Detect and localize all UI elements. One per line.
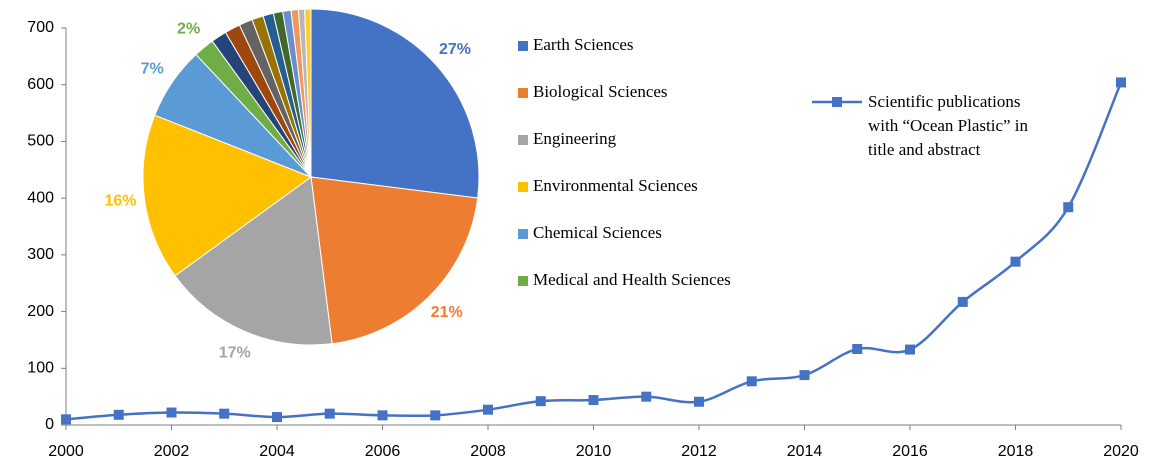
point-marker [852, 344, 863, 355]
legend-swatch [518, 135, 528, 145]
legend-label: Chemical Sciences [533, 223, 662, 242]
x-tick-label: 2002 [154, 443, 190, 460]
point-marker [1063, 202, 1074, 213]
y-tick-label: 700 [27, 19, 54, 36]
legend-swatch [518, 88, 528, 98]
point-marker [324, 408, 335, 419]
point-marker [1010, 256, 1021, 267]
pie-slice [304, 8, 312, 178]
x-tick-label: 2016 [892, 443, 928, 460]
slice-label: 17% [219, 344, 251, 361]
slice-label: 7% [141, 60, 164, 77]
point-marker [272, 412, 282, 423]
legend-label: Scientific publications with “Ocean Plas… [868, 92, 1029, 159]
slice-label: 16% [104, 192, 136, 209]
legend-label: Medical and Health Sciences [533, 270, 731, 289]
point-marker [166, 407, 177, 418]
pie-slice [174, 176, 333, 346]
x-tick-label: 2012 [681, 443, 717, 460]
point-marker [219, 408, 230, 419]
x-tick-label: 2008 [470, 443, 506, 460]
slice-label: 2% [177, 20, 200, 37]
legend-label: Engineering [533, 129, 617, 148]
y-tick-label: 200 [27, 303, 54, 320]
x-tick-label: 2018 [998, 443, 1034, 460]
y-tick-label: 0 [45, 416, 54, 433]
legend-swatch [518, 276, 528, 286]
y-tick-label: 300 [27, 246, 54, 263]
x-tick-label: 2000 [48, 443, 84, 460]
legend-swatch [518, 41, 528, 51]
legend-swatch [518, 229, 528, 239]
x-tick-label: 2014 [787, 443, 823, 460]
point-marker [113, 409, 124, 420]
y-tick-label: 400 [27, 189, 54, 206]
point-marker [588, 395, 599, 406]
point-marker [641, 391, 652, 402]
legend-label: Earth Sciences [533, 35, 634, 54]
legend-marker [832, 97, 842, 107]
x-tick-label: 2006 [365, 443, 401, 460]
x-tick-label: 2020 [1103, 443, 1139, 460]
y-tick-label: 100 [27, 360, 54, 377]
y-tick-label: 600 [27, 76, 54, 93]
point-marker [535, 396, 546, 407]
legend-label: Biological Sciences [533, 82, 668, 101]
point-marker [61, 414, 71, 425]
point-marker [483, 404, 493, 415]
point-marker [905, 344, 915, 355]
x-tick-label: 2010 [576, 443, 612, 460]
point-marker [694, 396, 704, 407]
slice-label: 21% [431, 304, 463, 321]
point-marker [1116, 77, 1126, 88]
point-marker [430, 410, 441, 421]
legend-label: Environmental Sciences [533, 176, 698, 195]
point-marker [746, 376, 757, 387]
x-tick-label: 2004 [259, 443, 295, 460]
pie-slice [310, 176, 479, 345]
point-marker [377, 410, 388, 421]
point-marker [799, 370, 810, 381]
legend-swatch [518, 182, 528, 192]
y-tick-label: 500 [27, 133, 54, 150]
pie-slice [310, 8, 480, 199]
pie-slice [142, 114, 313, 277]
slice-label: 27% [439, 41, 471, 58]
point-marker [957, 296, 968, 307]
